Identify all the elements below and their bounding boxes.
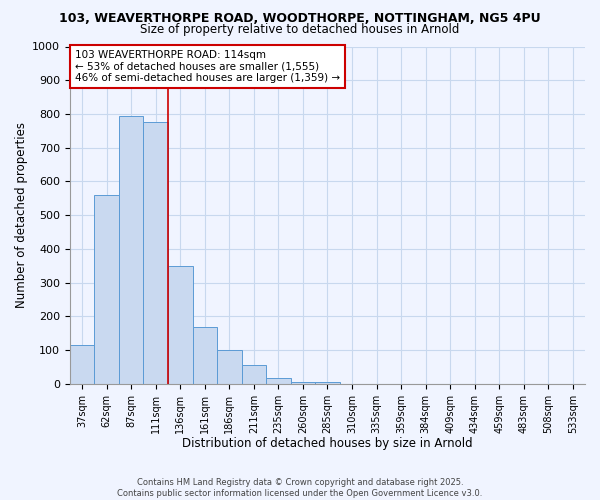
Text: 103 WEAVERTHORPE ROAD: 114sqm
← 53% of detached houses are smaller (1,555)
46% o: 103 WEAVERTHORPE ROAD: 114sqm ← 53% of d… (75, 50, 340, 83)
Bar (168, 266, 193, 384)
Bar (290, 382, 315, 384)
Bar (70, 345, 94, 384)
Y-axis label: Number of detached properties: Number of detached properties (15, 122, 28, 308)
Bar (242, 365, 266, 384)
Text: 103, WEAVERTHORPE ROAD, WOODTHORPE, NOTTINGHAM, NG5 4PU: 103, WEAVERTHORPE ROAD, WOODTHORPE, NOTT… (59, 12, 541, 26)
Bar (119, 116, 143, 384)
Bar (94, 195, 119, 384)
Text: Size of property relative to detached houses in Arnold: Size of property relative to detached ho… (140, 22, 460, 36)
Bar (143, 122, 168, 384)
X-axis label: Distribution of detached houses by size in Arnold: Distribution of detached houses by size … (182, 437, 473, 450)
Bar (266, 378, 290, 384)
Text: Contains HM Land Registry data © Crown copyright and database right 2025.
Contai: Contains HM Land Registry data © Crown c… (118, 478, 482, 498)
Bar (315, 382, 340, 384)
Bar (217, 350, 242, 384)
Bar (193, 327, 217, 384)
